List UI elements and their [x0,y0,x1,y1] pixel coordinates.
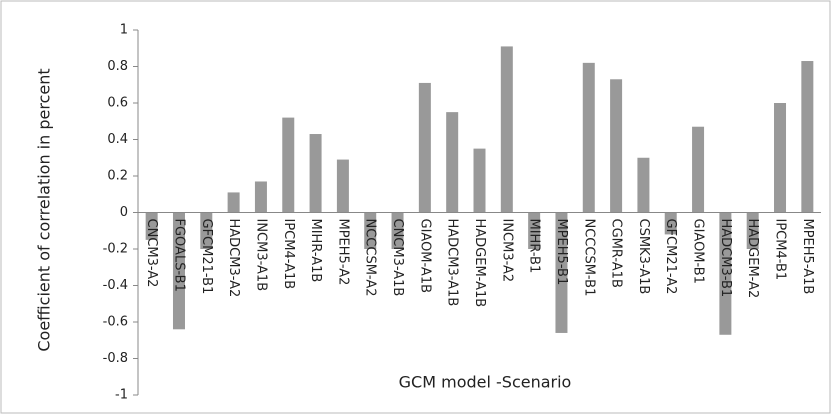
x-tick-label: GIAOM-A1B [417,219,432,294]
bar [254,181,267,213]
x-tick-label: CGMR-A1B [609,219,624,288]
bar [692,126,705,213]
bar [227,192,240,213]
x-tick-label: GFCM21-A2 [663,219,678,295]
bar [746,212,759,249]
y-tick-label: 0.8 [107,59,128,74]
x-tick-label: CSMK3-A1B [636,219,651,295]
y-tick-label: -0.4 [103,278,128,293]
bar [446,112,459,213]
x-tick-label: NCCCSM-A2 [363,219,378,297]
x-tick-label: INCM3-A1B [253,219,268,292]
y-tick-label: 1 [120,23,128,38]
x-tick-label: CNCM3-A2 [144,219,159,288]
bar [555,212,568,333]
bar [528,212,541,249]
x-tick-label: INCM3-A2 [499,219,514,283]
bar [473,148,486,213]
x-tick-label: GFCM21-B1 [199,219,214,295]
bar [145,212,158,240]
bar [582,62,595,213]
x-tick-label: MIHR-A1B [308,219,323,283]
bar [801,61,814,213]
y-tick-label: 0 [120,205,128,220]
x-tick-label: HADCM3-B1 [718,219,733,298]
bar [719,212,732,335]
y-tick-label: -0.6 [103,315,128,330]
bar [336,159,349,213]
x-tick-label: MPEH5-B1 [554,219,569,286]
bar [309,134,322,213]
bar [364,212,377,249]
x-tick-label: HADGEM-A1B [472,219,487,308]
y-tick-label: -0.2 [103,242,128,257]
x-axis-title: GCM model -Scenario [399,373,572,392]
x-tick-label: IPCM4-B1 [773,219,788,281]
y-tick-label: 0.6 [107,96,128,111]
bar [172,212,185,330]
bar [200,212,213,249]
bar [774,103,787,213]
x-tick-label: CNCM3-A1B [390,219,405,297]
x-tick-label: HADCM3-A1B [445,219,460,307]
x-tick-label: MPEH5-A2 [335,219,350,286]
bar [500,46,513,213]
x-tick-label: IPCM4-A1B [281,219,296,290]
y-tick-label: 0.4 [107,132,128,147]
x-tick-label: MIHR-B1 [527,219,542,274]
y-tick-label: 0.2 [107,169,128,184]
x-tick-label: MPEH5-A1B [800,219,815,295]
bar [418,82,431,213]
y-tick-label: -0.8 [103,351,128,366]
x-tick-label: FGOALS-B1 [171,219,186,292]
x-tick-label: GIAOM-B1 [691,219,706,284]
bar [282,117,295,213]
x-tick-label: HADGEM-A2 [745,219,760,299]
x-tick-label: HADCM3-A2 [226,219,241,298]
bar [637,157,650,213]
y-tick-label: -1 [115,388,128,403]
x-tick-label: NCCCSM-B1 [581,219,596,297]
y-axis-title: Coefficient of correlation in percent [35,68,54,351]
bar [610,79,623,213]
bar [664,212,677,235]
bar [391,212,404,249]
